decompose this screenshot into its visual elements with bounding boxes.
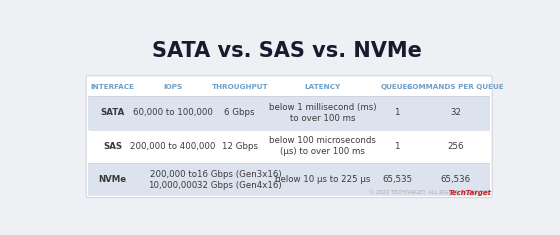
FancyBboxPatch shape [88,163,490,196]
Text: below 1 millisecond (ms)
to over 100 ms: below 1 millisecond (ms) to over 100 ms [269,103,376,123]
Text: 200,000 to 400,000: 200,000 to 400,000 [130,142,216,151]
Text: below 100 microseconds
(μs) to over 100 ms: below 100 microseconds (μs) to over 100 … [269,136,376,156]
Text: NVMe: NVMe [99,175,127,184]
Text: 256: 256 [447,142,464,151]
FancyBboxPatch shape [86,76,492,198]
Text: IOPS: IOPS [164,84,183,90]
Text: 1: 1 [394,142,400,151]
Text: 60,000 to 100,000: 60,000 to 100,000 [133,108,213,118]
FancyBboxPatch shape [88,96,490,130]
Text: 6 Gbps: 6 Gbps [225,108,255,118]
Text: QUEUES: QUEUES [381,84,413,90]
Text: 65,535: 65,535 [382,175,412,184]
Text: 12 Gbps: 12 Gbps [222,142,258,151]
Text: 65,536: 65,536 [441,175,471,184]
Text: below 10 μs to 225 μs: below 10 μs to 225 μs [275,175,370,184]
Text: THROUGHPUT: THROUGHPUT [212,84,268,90]
Text: SATA: SATA [100,108,125,118]
Text: © 2022 TECHTARGET. ALL RIGHTS RESERVED.: © 2022 TECHTARGET. ALL RIGHTS RESERVED. [368,190,489,195]
Text: SAS: SAS [103,142,122,151]
Text: 16 Gbps (Gen3x16)
32 Gbps (Gen4x16): 16 Gbps (Gen3x16) 32 Gbps (Gen4x16) [198,170,282,190]
Text: INTERFACE: INTERFACE [91,84,134,90]
Text: LATENCY: LATENCY [304,84,340,90]
Text: COMMANDS PER QUEUE: COMMANDS PER QUEUE [407,84,504,90]
Text: TechTarget: TechTarget [449,190,492,196]
Text: SATA vs. SAS vs. NVMe: SATA vs. SAS vs. NVMe [152,41,422,61]
Text: 32: 32 [450,108,461,118]
Text: 1: 1 [394,108,400,118]
Text: 200,000 to
10,000,000: 200,000 to 10,000,000 [148,170,198,190]
